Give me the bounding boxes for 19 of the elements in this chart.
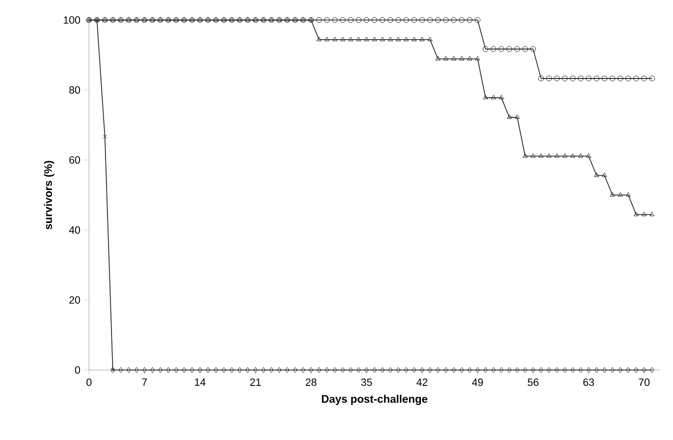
x-tick-label: 28 [306,378,316,386]
x-tick-label: 56 [528,378,538,386]
y-tick-label: 40 [69,226,80,234]
x-tick-label: 49 [472,378,483,386]
x-tick-label: 7 [142,378,147,386]
x-tick-label: 21 [250,378,261,386]
y-tick-label: 80 [69,86,80,94]
y-axis-title: survivors (%) [44,160,54,230]
x-axis-title: Days post-challenge [322,394,428,406]
x-tick-label: 0 [86,378,92,386]
x-tick-label: 35 [361,378,372,386]
x-tick-label: 70 [638,378,650,386]
y-tick-label: 20 [69,296,80,304]
y-tick-label: 100 [64,16,80,24]
y-tick-label: 0 [75,366,80,374]
x-tick-label: 14 [195,378,206,386]
x-tick-label: 63 [583,378,594,386]
y-tick-label: 60 [69,156,80,164]
x-tick-label: 42 [416,378,428,386]
